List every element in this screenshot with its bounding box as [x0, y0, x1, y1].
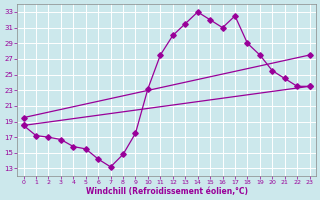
X-axis label: Windchill (Refroidissement éolien,°C): Windchill (Refroidissement éolien,°C): [85, 187, 248, 196]
